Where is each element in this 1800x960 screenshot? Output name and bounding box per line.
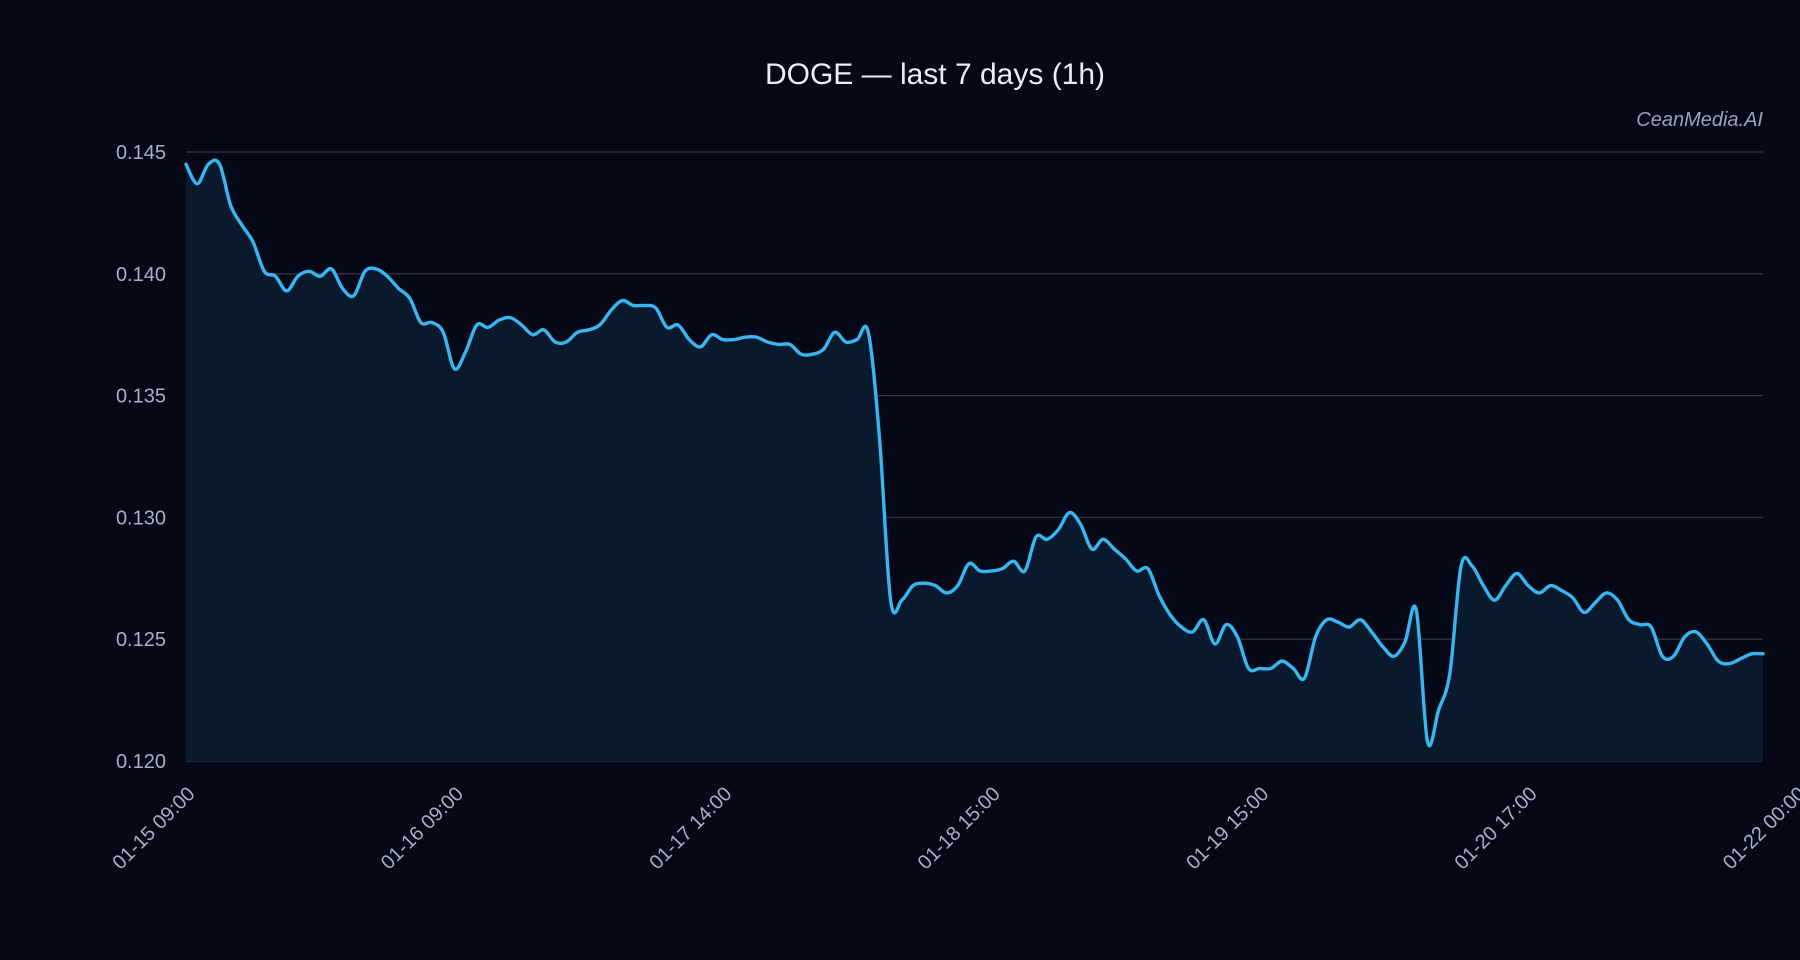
y-tick-label: 0.130 [116, 507, 166, 529]
x-tick-label: 01-19 15:00 [1182, 783, 1273, 874]
watermark-text: CeanMedia.AI [1636, 109, 1763, 131]
y-tick-label: 0.120 [116, 751, 166, 773]
chart-title: DOGE — last 7 days (1h) [765, 58, 1105, 91]
x-tick-label: 01-15 09:00 [108, 783, 199, 874]
y-tick-label: 0.135 [116, 386, 166, 408]
x-tick-label: 01-17 14:00 [645, 783, 736, 874]
y-tick-label: 0.140 [116, 264, 166, 286]
x-tick-label: 01-20 17:00 [1451, 783, 1542, 874]
x-axis-ticks: 01-15 09:00 01-16 09:00 01-17 14:00 01-18 1… [108, 783, 1800, 874]
y-tick-label: 0.125 [116, 629, 166, 651]
x-tick-label: 01-18 15:00 [914, 783, 1005, 874]
y-tick-label: 0.145 [116, 142, 166, 164]
x-tick-label: 01-16 09:00 [377, 783, 468, 874]
price-area-fill [186, 160, 1763, 761]
y-axis-ticks: 0.120 0.125 0.130 0.135 0.140 0.145 [116, 142, 166, 773]
price-line [184, 158, 1765, 748]
x-tick-label: 01-22 00:00 [1719, 783, 1800, 874]
